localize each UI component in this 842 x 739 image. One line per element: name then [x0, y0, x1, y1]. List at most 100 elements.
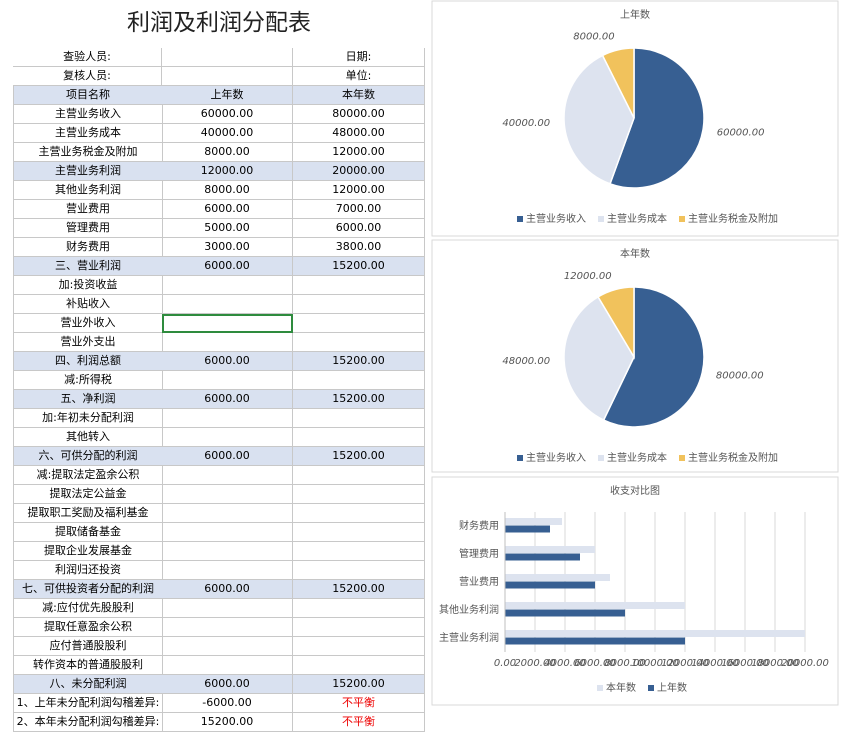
table-cell[interactable]: 不平衡	[293, 694, 425, 713]
table-cell[interactable]: 6000.00	[162, 352, 293, 371]
table-cell[interactable]	[162, 561, 293, 580]
table-cell[interactable]	[293, 656, 425, 675]
table-cell[interactable]	[293, 523, 425, 542]
table-cell[interactable]	[293, 561, 425, 580]
table-cell[interactable]: 48000.00	[293, 124, 425, 143]
table-cell[interactable]: 6000.00	[162, 200, 293, 219]
table-cell[interactable]: 四、利润总额	[13, 352, 163, 371]
table-cell[interactable]: 上年数	[162, 86, 293, 105]
table-cell[interactable]	[162, 523, 293, 542]
table-cell[interactable]: -6000.00	[162, 694, 293, 713]
table-cell[interactable]	[162, 542, 293, 561]
table-cell[interactable]: 15200.00	[293, 390, 425, 409]
table-cell[interactable]	[162, 428, 293, 447]
table-cell[interactable]: 7000.00	[293, 200, 425, 219]
table-cell[interactable]	[162, 295, 293, 314]
table-cell[interactable]	[293, 409, 425, 428]
table-cell[interactable]: 主营业务税金及附加	[13, 143, 163, 162]
table-cell[interactable]: 15200.00	[293, 675, 425, 694]
table-cell[interactable]	[162, 314, 293, 333]
table-cell[interactable]: 六、可供分配的利润	[13, 447, 163, 466]
table-cell[interactable]: 其他转入	[13, 428, 163, 447]
table-cell[interactable]: 6000.00	[162, 580, 293, 599]
table-cell[interactable]	[293, 295, 425, 314]
table-cell[interactable]	[162, 409, 293, 428]
table-cell[interactable]	[162, 333, 293, 352]
table-cell[interactable]: 2、本年未分配利润勾稽差异:	[13, 713, 163, 732]
table-cell[interactable]: 提取任意盈余公积	[13, 618, 163, 637]
table-cell[interactable]: 40000.00	[162, 124, 293, 143]
table-cell[interactable]: 6000.00	[162, 675, 293, 694]
table-cell[interactable]: 主营业务成本	[13, 124, 163, 143]
table-cell[interactable]: 主营业务收入	[13, 105, 163, 124]
table-cell[interactable]: 1、上年未分配利润勾稽差异:	[13, 694, 163, 713]
table-cell[interactable]	[293, 371, 425, 390]
table-cell[interactable]	[162, 504, 293, 523]
table-cell[interactable]: 15200.00	[293, 257, 425, 276]
table-cell[interactable]: 本年数	[293, 86, 425, 105]
table-cell[interactable]	[293, 504, 425, 523]
table-cell[interactable]: 利润归还投资	[13, 561, 163, 580]
table-cell[interactable]: 单位:	[293, 67, 425, 86]
table-cell[interactable]: 8000.00	[162, 181, 293, 200]
table-cell[interactable]: 加:年初未分配利润	[13, 409, 163, 428]
table-cell[interactable]: 提取法定公益金	[13, 485, 163, 504]
table-cell[interactable]	[293, 542, 425, 561]
table-cell[interactable]: 减:应付优先股股利	[13, 599, 163, 618]
table-cell[interactable]: 查验人员:	[13, 48, 162, 67]
table-cell[interactable]	[162, 48, 293, 67]
table-cell[interactable]: 6000.00	[162, 447, 293, 466]
table-cell[interactable]: 复核人员:	[13, 67, 162, 86]
table-cell[interactable]	[293, 485, 425, 504]
table-cell[interactable]: 七、可供投资者分配的利润	[13, 580, 163, 599]
table-cell[interactable]: 日期:	[293, 48, 425, 67]
table-cell[interactable]: 八、未分配利润	[13, 675, 163, 694]
table-cell[interactable]: 15200.00	[162, 713, 293, 732]
table-cell[interactable]: 提取企业发展基金	[13, 542, 163, 561]
table-cell[interactable]: 15200.00	[293, 352, 425, 371]
table-cell[interactable]: 营业费用	[13, 200, 163, 219]
table-cell[interactable]	[293, 637, 425, 656]
table-cell[interactable]: 应付普通股股利	[13, 637, 163, 656]
table-cell[interactable]: 补贴收入	[13, 295, 163, 314]
table-cell[interactable]: 五、净利润	[13, 390, 163, 409]
table-cell[interactable]: 提取职工奖励及福利基金	[13, 504, 163, 523]
table-cell[interactable]	[162, 485, 293, 504]
table-cell[interactable]	[293, 599, 425, 618]
table-cell[interactable]: 营业外支出	[13, 333, 163, 352]
table-cell[interactable]	[162, 371, 293, 390]
table-cell[interactable]: 5000.00	[162, 219, 293, 238]
table-cell[interactable]	[162, 276, 293, 295]
table-cell[interactable]: 管理费用	[13, 219, 163, 238]
table-cell[interactable]	[293, 428, 425, 447]
table-cell[interactable]	[293, 618, 425, 637]
table-cell[interactable]: 8000.00	[162, 143, 293, 162]
table-cell[interactable]	[293, 276, 425, 295]
table-cell[interactable]: 主营业务利润	[13, 162, 163, 181]
table-cell[interactable]: 营业外收入	[13, 314, 163, 333]
table-cell[interactable]: 三、营业利润	[13, 257, 163, 276]
table-cell[interactable]: 其他业务利润	[13, 181, 163, 200]
table-cell[interactable]: 12000.00	[162, 162, 293, 181]
table-cell[interactable]: 15200.00	[293, 447, 425, 466]
table-cell[interactable]	[162, 618, 293, 637]
table-cell[interactable]: 加:投资收益	[13, 276, 163, 295]
table-cell[interactable]: 6000.00	[293, 219, 425, 238]
table-cell[interactable]: 12000.00	[293, 143, 425, 162]
table-cell[interactable]: 项目名称	[13, 86, 163, 105]
table-cell[interactable]	[162, 67, 293, 86]
table-cell[interactable]	[293, 333, 425, 352]
table-cell[interactable]: 12000.00	[293, 181, 425, 200]
table-cell[interactable]: 6000.00	[162, 390, 293, 409]
table-cell[interactable]: 减:提取法定盈余公积	[13, 466, 163, 485]
table-cell[interactable]: 20000.00	[293, 162, 425, 181]
table-cell[interactable]: 3000.00	[162, 238, 293, 257]
table-cell[interactable]	[162, 599, 293, 618]
table-cell[interactable]	[162, 466, 293, 485]
table-cell[interactable]	[162, 656, 293, 675]
table-cell[interactable]	[293, 466, 425, 485]
table-cell[interactable]: 60000.00	[162, 105, 293, 124]
table-cell[interactable]: 3800.00	[293, 238, 425, 257]
table-cell[interactable]	[293, 314, 425, 333]
table-cell[interactable]	[162, 637, 293, 656]
